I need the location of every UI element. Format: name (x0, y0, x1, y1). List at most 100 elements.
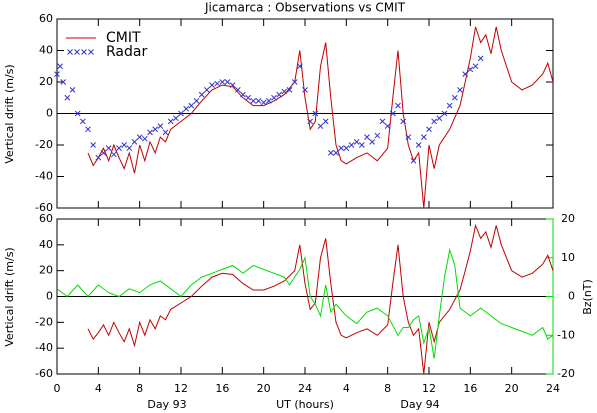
x-tick-label: 24 (298, 382, 312, 395)
data-point (85, 126, 91, 133)
y-tick-label: 60 (39, 12, 53, 25)
data-point (245, 94, 252, 101)
data-point (90, 142, 97, 148)
data-point (271, 94, 277, 101)
data-point (317, 123, 324, 129)
data-point (172, 115, 179, 122)
x-tick-label: 16 (463, 382, 477, 395)
data-point (415, 142, 422, 148)
data-point (333, 150, 339, 156)
data-point (400, 118, 407, 125)
data-point (431, 118, 438, 125)
data-point (162, 129, 169, 136)
data-point (79, 118, 86, 125)
x-tick-label: 8 (136, 382, 143, 395)
data-point (69, 87, 76, 93)
data-point (462, 71, 469, 77)
data-point (60, 79, 67, 85)
annotation: Day 93 (147, 398, 186, 411)
data-point (234, 87, 241, 93)
y-axis-label: Vertical drift (m/s) (3, 247, 16, 346)
data-point (57, 63, 63, 70)
data-point (209, 82, 215, 89)
data-point (374, 132, 381, 139)
data-point (467, 66, 474, 73)
data-point (95, 154, 102, 161)
y-tick-label: 40 (39, 44, 53, 57)
legend-label: Radar (106, 44, 147, 60)
data-point (64, 94, 71, 101)
data-point (136, 134, 143, 140)
x-tick-label: 20 (257, 382, 271, 395)
data-point (240, 91, 246, 98)
data-point (224, 79, 231, 85)
data-point (457, 87, 463, 93)
y2-tick-label: -20 (557, 367, 575, 380)
data-point (384, 123, 391, 129)
data-point (147, 129, 153, 136)
y2-tick-label: 10 (561, 251, 575, 264)
legend-label: CMIT (106, 30, 141, 46)
data-point (214, 80, 221, 87)
data-point (198, 91, 205, 98)
data-point (110, 151, 117, 158)
data-point (193, 98, 200, 104)
x-tick-label: 8 (384, 382, 391, 395)
y-tick-label: -20 (35, 138, 53, 151)
chart-title: Jicamarca : Observations vs CMIT (204, 1, 406, 15)
x-tick-label: 12 (174, 382, 188, 395)
legend-marker (81, 49, 87, 55)
y-tick-label: -60 (35, 201, 53, 214)
data-point (219, 79, 226, 85)
data-point (260, 99, 267, 106)
data-point (322, 118, 329, 125)
data-point (405, 134, 412, 140)
data-point (410, 157, 417, 164)
data-point (472, 63, 479, 70)
data-point (446, 102, 453, 109)
y-tick-label: -60 (35, 367, 53, 380)
y-tick-label: 40 (39, 238, 53, 251)
x-tick-label: 4 (343, 382, 350, 395)
data-point (152, 126, 159, 133)
data-point (477, 55, 484, 62)
legend-marker (88, 49, 94, 55)
data-point (358, 142, 365, 148)
data-point (379, 118, 386, 125)
data-point (265, 98, 272, 104)
data-point (250, 98, 257, 104)
data-point (100, 150, 107, 156)
annotation: Day 94 (400, 398, 439, 411)
data-point (353, 138, 360, 145)
y-tick-label: 60 (39, 212, 53, 225)
y-tick-label: 20 (39, 264, 53, 277)
x-tick-label: 24 (546, 382, 560, 395)
data-point (281, 88, 288, 95)
y2-tick-label: -10 (557, 328, 575, 341)
data-point (296, 63, 303, 70)
data-point (203, 87, 210, 93)
data-point (291, 79, 298, 85)
data-point (276, 91, 283, 98)
y-tick-label: 0 (46, 107, 53, 120)
data-point (188, 102, 195, 109)
data-point (395, 102, 401, 109)
data-point (105, 145, 112, 152)
data-point (167, 118, 174, 125)
data-point (178, 110, 184, 117)
x-tick-label: 4 (95, 382, 102, 395)
y2-tick-label: 0 (568, 290, 575, 303)
y-axis-label: Vertical drift (m/s) (3, 64, 16, 163)
data-point (343, 145, 350, 152)
x-tick-label: 0 (54, 382, 61, 395)
data-point (364, 134, 370, 140)
data-point (74, 110, 81, 117)
legend-marker (74, 49, 80, 55)
y-tick-label: -40 (35, 341, 53, 354)
data-point (426, 126, 432, 133)
data-point (369, 138, 376, 145)
data-point (451, 94, 458, 101)
data-point (436, 115, 443, 122)
y2-axis-label: Bz(nT) (581, 279, 594, 315)
